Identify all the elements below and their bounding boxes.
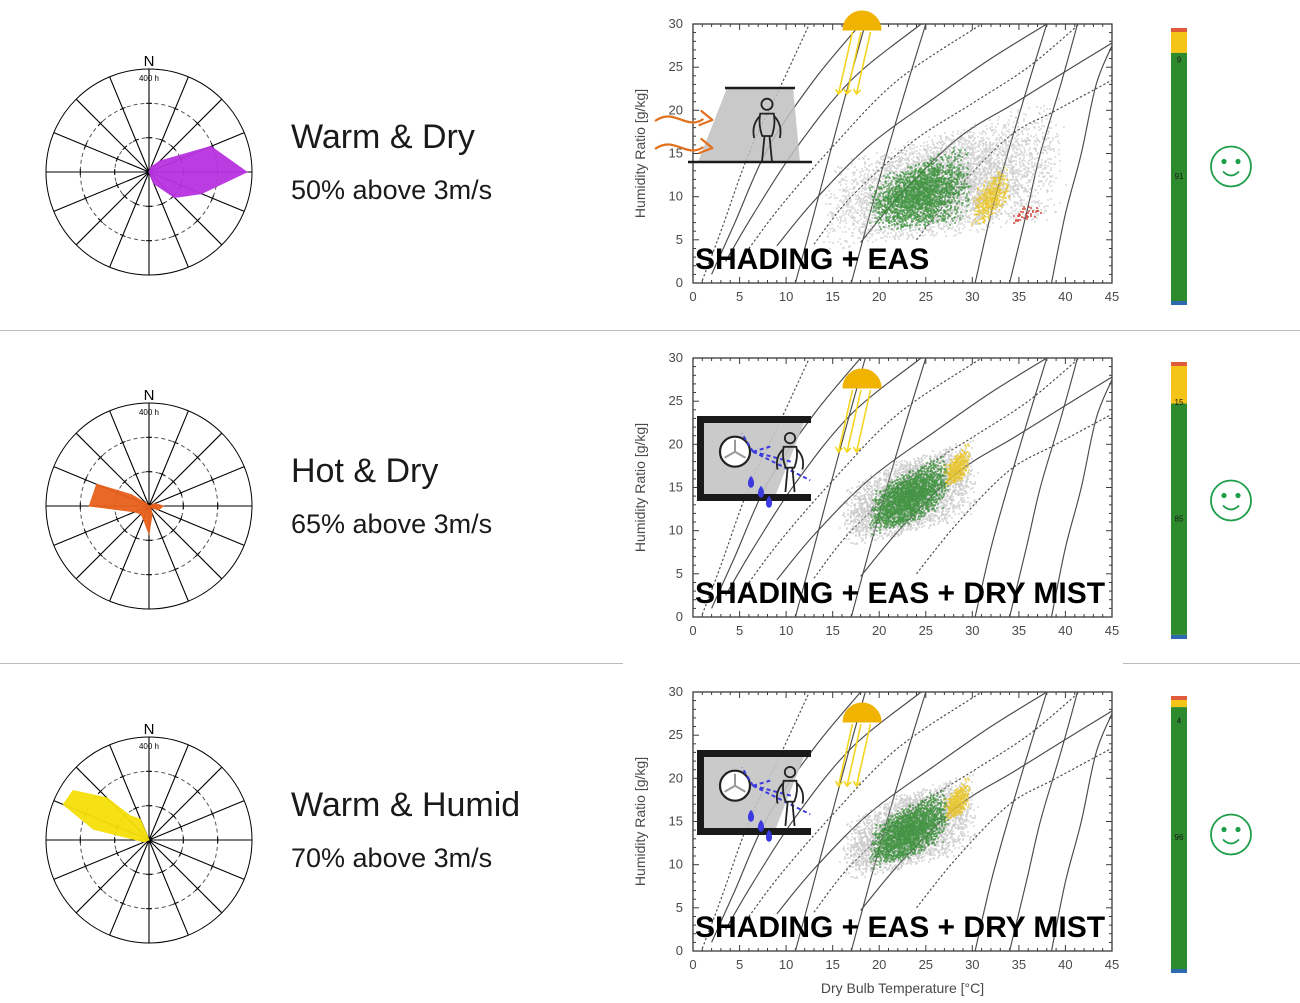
svg-text:N: N: [144, 721, 155, 738]
svg-text:45: 45: [1105, 957, 1119, 972]
svg-text:35: 35: [1012, 289, 1026, 304]
svg-text:10: 10: [669, 523, 683, 538]
svg-text:30: 30: [965, 289, 979, 304]
svg-text:35: 35: [1012, 957, 1026, 972]
svg-text:0: 0: [676, 943, 683, 958]
svg-text:10: 10: [779, 623, 793, 638]
svg-text:20: 20: [669, 770, 683, 785]
svg-text:400 h: 400 h: [139, 408, 159, 417]
svg-text:25: 25: [919, 623, 933, 638]
svg-text:35: 35: [1012, 623, 1026, 638]
svg-text:Humidity Ratio [g/kg]: Humidity Ratio [g/kg]: [632, 89, 648, 218]
svg-text:30: 30: [965, 623, 979, 638]
svg-text:0: 0: [676, 275, 683, 290]
svg-text:30: 30: [669, 684, 683, 699]
svg-text:0: 0: [689, 957, 696, 972]
svg-text:10: 10: [779, 289, 793, 304]
svg-text:10: 10: [669, 189, 683, 204]
svg-text:30: 30: [669, 350, 683, 365]
svg-text:10: 10: [779, 957, 793, 972]
svg-text:0: 0: [689, 289, 696, 304]
svg-text:15: 15: [669, 814, 683, 829]
svg-text:25: 25: [669, 393, 683, 408]
svg-text:20: 20: [872, 289, 886, 304]
svg-text:96: 96: [1175, 833, 1184, 842]
svg-text:5: 5: [736, 623, 743, 638]
svg-text:0: 0: [676, 609, 683, 624]
svg-text:40: 40: [1058, 289, 1072, 304]
svg-text:25: 25: [919, 289, 933, 304]
svg-text:30: 30: [669, 16, 683, 31]
svg-text:Humidity Ratio [g/kg]: Humidity Ratio [g/kg]: [632, 757, 648, 886]
svg-text:20: 20: [872, 623, 886, 638]
svg-text:0: 0: [689, 623, 696, 638]
svg-text:25: 25: [669, 59, 683, 74]
svg-text:SHADING + EAS: SHADING + EAS: [695, 243, 929, 276]
svg-text:85: 85: [1175, 514, 1184, 523]
svg-text:400 h: 400 h: [139, 74, 159, 83]
svg-text:30: 30: [965, 957, 979, 972]
svg-text:5: 5: [676, 900, 683, 915]
svg-text:Humidity Ratio [g/kg]: Humidity Ratio [g/kg]: [632, 423, 648, 552]
svg-text:20: 20: [669, 436, 683, 451]
svg-text:45: 45: [1105, 289, 1119, 304]
svg-text:4: 4: [1177, 717, 1182, 726]
svg-text:25: 25: [669, 727, 683, 742]
svg-text:Dry Bulb Temperature [°C]: Dry Bulb Temperature [°C]: [821, 980, 984, 996]
svg-text:45: 45: [1105, 623, 1119, 638]
svg-text:5: 5: [676, 232, 683, 247]
svg-text:5: 5: [736, 289, 743, 304]
svg-text:15: 15: [1175, 398, 1184, 407]
svg-text:10: 10: [669, 857, 683, 872]
svg-text:25: 25: [919, 957, 933, 972]
svg-text:15: 15: [825, 957, 839, 972]
svg-text:15: 15: [825, 289, 839, 304]
svg-text:9: 9: [1177, 56, 1182, 65]
svg-text:SHADING + EAS + DRY MIST: SHADING + EAS + DRY MIST: [695, 577, 1105, 610]
svg-text:40: 40: [1058, 623, 1072, 638]
svg-text:N: N: [144, 53, 155, 70]
svg-text:40: 40: [1058, 957, 1072, 972]
svg-text:5: 5: [676, 566, 683, 581]
svg-text:20: 20: [669, 102, 683, 117]
svg-text:N: N: [144, 387, 155, 404]
svg-text:15: 15: [825, 623, 839, 638]
svg-text:5: 5: [736, 957, 743, 972]
svg-text:400 h: 400 h: [139, 742, 159, 751]
svg-text:91: 91: [1175, 172, 1184, 181]
svg-text:SHADING + EAS + DRY MIST: SHADING + EAS + DRY MIST: [695, 911, 1105, 944]
svg-text:15: 15: [669, 480, 683, 495]
svg-text:20: 20: [872, 957, 886, 972]
